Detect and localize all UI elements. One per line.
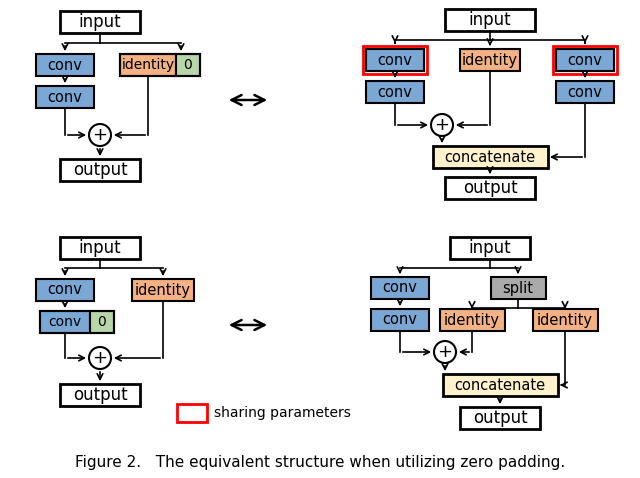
Bar [532, 309, 598, 331]
Text: conv: conv [49, 315, 81, 329]
Bar [132, 279, 194, 301]
Text: conv: conv [568, 85, 602, 99]
Bar [450, 237, 530, 259]
Bar [120, 54, 176, 76]
Bar [371, 309, 429, 331]
Bar [445, 177, 535, 199]
Bar [90, 311, 114, 333]
Text: conv: conv [47, 57, 83, 73]
Text: output: output [73, 386, 127, 404]
Text: output: output [73, 161, 127, 179]
Bar [556, 81, 614, 103]
Text: conv: conv [568, 53, 602, 67]
Bar [371, 277, 429, 299]
Bar [36, 86, 94, 108]
Bar [553, 46, 617, 74]
Text: output: output [473, 409, 527, 427]
Bar [363, 46, 427, 74]
Bar [60, 237, 140, 259]
Bar [433, 146, 547, 168]
Text: sharing parameters: sharing parameters [214, 406, 351, 420]
Bar [460, 407, 540, 429]
Bar [36, 54, 94, 76]
Text: concatenate: concatenate [444, 150, 536, 164]
Text: identity: identity [537, 313, 593, 327]
Text: 0: 0 [98, 315, 106, 329]
Text: +: + [435, 116, 449, 134]
Text: output: output [463, 179, 517, 197]
Text: conv: conv [378, 53, 412, 67]
Bar [176, 54, 200, 76]
Bar [556, 49, 614, 71]
Text: concatenate: concatenate [454, 378, 545, 392]
Bar [442, 374, 557, 396]
Text: split: split [502, 281, 534, 295]
Bar [177, 404, 207, 422]
Bar [60, 384, 140, 406]
Bar [120, 54, 200, 76]
Bar [366, 49, 424, 71]
Text: conv: conv [383, 313, 417, 327]
Text: +: + [438, 343, 452, 361]
Text: 0: 0 [184, 58, 193, 72]
Text: input: input [79, 239, 122, 257]
Text: conv: conv [378, 85, 412, 99]
Text: conv: conv [383, 281, 417, 295]
Text: conv: conv [47, 89, 83, 105]
Text: Figure 2.   The equivalent structure when utilizing zero padding.: Figure 2. The equivalent structure when … [75, 455, 565, 469]
Bar [440, 309, 504, 331]
Text: input: input [79, 13, 122, 31]
Bar [40, 311, 90, 333]
Bar [366, 81, 424, 103]
Text: input: input [468, 239, 511, 257]
Text: +: + [93, 126, 108, 144]
Bar [36, 279, 94, 301]
Text: conv: conv [47, 282, 83, 297]
Bar [40, 311, 114, 333]
Bar [60, 11, 140, 33]
Bar [445, 9, 535, 31]
Text: identity: identity [122, 58, 175, 72]
Text: identity: identity [135, 282, 191, 297]
Bar [490, 277, 545, 299]
Text: identity: identity [462, 53, 518, 67]
Bar [460, 49, 520, 71]
Bar [60, 159, 140, 181]
Text: identity: identity [444, 313, 500, 327]
Text: +: + [93, 349, 108, 367]
Text: input: input [468, 11, 511, 29]
